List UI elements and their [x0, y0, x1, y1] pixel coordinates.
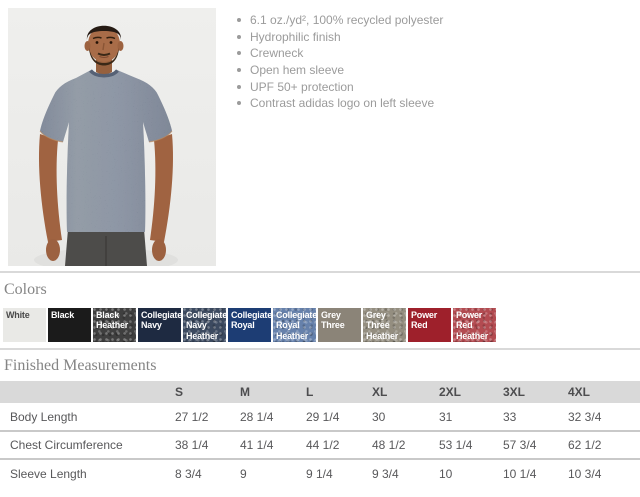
- color-swatch-label: Grey Three: [321, 310, 345, 331]
- color-swatch[interactable]: Collegiate Royal Heather: [273, 308, 316, 342]
- color-swatch[interactable]: Black: [48, 308, 91, 342]
- measurement-value: 38 1/4: [175, 438, 209, 452]
- color-swatch-label: Collegiate Royal: [231, 310, 271, 331]
- size-column-header: XL: [362, 381, 429, 403]
- feature-item: 6.1 oz./yd², 100% recycled polyester: [237, 12, 627, 29]
- bullet-icon: [237, 68, 241, 73]
- feature-list: 6.1 oz./yd², 100% recycled polyester Hyd…: [237, 12, 627, 112]
- color-swatch[interactable]: Grey Three Heather: [363, 308, 406, 342]
- measurements-body: Body Length 27 1/2 28 1/4 29 1/4 30 31 33 32 3…: [0, 403, 640, 487]
- color-swatch[interactable]: Grey Three: [318, 308, 361, 342]
- measurement-row: Chest Circumference 38 1/4 41 1/4 44 1/2 48…: [0, 431, 640, 459]
- measurement-value: 10 3/4: [568, 466, 602, 481]
- color-swatch[interactable]: White: [3, 308, 46, 342]
- measurement-label: Body Length: [10, 409, 78, 424]
- size-column-header: 4XL: [558, 381, 640, 403]
- feature-text: Hydrophilic finish: [250, 29, 341, 44]
- measurement-value: 9 1/4: [306, 466, 333, 481]
- divider: [0, 271, 640, 273]
- model-photo-illustration: [8, 8, 216, 272]
- feature-text: 6.1 oz./yd², 100% recycled polyester: [250, 13, 444, 28]
- measurement-value: 28 1/4: [240, 409, 274, 424]
- measurement-value: 10 1/4: [503, 466, 537, 481]
- divider: [0, 348, 640, 350]
- measurement-value: 62 1/2: [568, 438, 602, 452]
- measurement-value: 48 1/2: [372, 438, 406, 452]
- product-photo: [8, 8, 216, 272]
- feature-text: Open hem sleeve: [250, 63, 345, 78]
- measurement-value: 27 1/2: [175, 409, 209, 424]
- measurement-row: Sleeve Length 8 3/4 9 9 1/4 9 3/4 10 10 1/4 10…: [0, 459, 640, 487]
- feature-item: Hydrophilic finish: [237, 29, 627, 46]
- measurement-value: 41 1/4: [240, 438, 274, 452]
- measurement-value: 9: [240, 466, 247, 481]
- measurement-value: 10: [439, 466, 453, 481]
- size-column-header: S: [165, 381, 230, 403]
- measurement-row: Body Length 27 1/2 28 1/4 29 1/4 30 31 33 32 3…: [0, 403, 640, 431]
- color-swatch-label: Power Red: [411, 310, 438, 331]
- bullet-icon: [237, 84, 241, 89]
- measurement-label: Chest Circumference: [10, 438, 123, 452]
- color-swatch[interactable]: Collegiate Navy Heather: [183, 308, 226, 342]
- measurement-value: 29 1/4: [306, 409, 340, 424]
- measurement-label: Sleeve Length: [10, 466, 87, 481]
- color-swatch-label: Collegiate Navy: [141, 310, 181, 331]
- bullet-icon: [237, 101, 241, 106]
- measurement-value: 31: [439, 409, 453, 424]
- color-swatch-label: White: [6, 310, 30, 320]
- measurements-section-title: Finished Measurements: [4, 357, 157, 374]
- feature-text: Contrast adidas logo on left sleeve: [250, 96, 435, 111]
- color-swatch-row: White Black Black Heather Collegiate Nav…: [3, 308, 496, 342]
- measurement-value: 8 3/4: [175, 466, 202, 481]
- size-column-header: 3XL: [493, 381, 558, 403]
- measurement-value: 32 3/4: [568, 409, 602, 424]
- feature-item: UPF 50+ protection: [237, 78, 627, 95]
- measurement-value: 30: [372, 409, 386, 424]
- measurement-value: 53 1/4: [439, 438, 473, 452]
- feature-item: Crewneck: [237, 45, 627, 62]
- color-swatch-label: Collegiate Royal Heather: [276, 310, 316, 341]
- color-swatch[interactable]: Collegiate Navy: [138, 308, 181, 342]
- color-swatch[interactable]: Collegiate Royal: [228, 308, 271, 342]
- color-swatch[interactable]: Power Red: [408, 308, 451, 342]
- colors-section-title: Colors: [4, 281, 47, 298]
- color-swatch-label: Black: [51, 310, 75, 320]
- size-column-header: L: [296, 381, 362, 403]
- feature-text: UPF 50+ protection: [250, 79, 354, 94]
- feature-item: Contrast adidas logo on left sleeve: [237, 95, 627, 112]
- feature-text: Crewneck: [250, 46, 304, 61]
- bullet-icon: [237, 51, 241, 56]
- measurement-value: 9 3/4: [372, 466, 399, 481]
- color-swatch-label: Black Heather: [96, 310, 129, 331]
- color-swatch[interactable]: Power Red Heather: [453, 308, 496, 342]
- measurement-value: 33: [503, 409, 517, 424]
- size-column-header: M: [230, 381, 296, 403]
- measurement-value: 44 1/2: [306, 438, 340, 452]
- color-swatch-label: Collegiate Navy Heather: [186, 310, 226, 341]
- measurement-value: 57 3/4: [503, 438, 537, 452]
- measurements-header-row: S M L XL 2XL 3XL 4XL: [0, 381, 640, 403]
- size-column-header: 2XL: [429, 381, 493, 403]
- size-column-header: [0, 381, 165, 403]
- color-swatch[interactable]: Black Heather: [93, 308, 136, 342]
- color-swatch-label: Grey Three Heather: [366, 310, 399, 341]
- bullet-icon: [237, 34, 241, 39]
- bullet-icon: [237, 18, 241, 23]
- measurements-table: S M L XL 2XL 3XL 4XL Body Length 27 1/2 28 1/4 2…: [0, 381, 640, 487]
- feature-item: Open hem sleeve: [237, 62, 627, 79]
- color-swatch-label: Power Red Heather: [456, 310, 489, 341]
